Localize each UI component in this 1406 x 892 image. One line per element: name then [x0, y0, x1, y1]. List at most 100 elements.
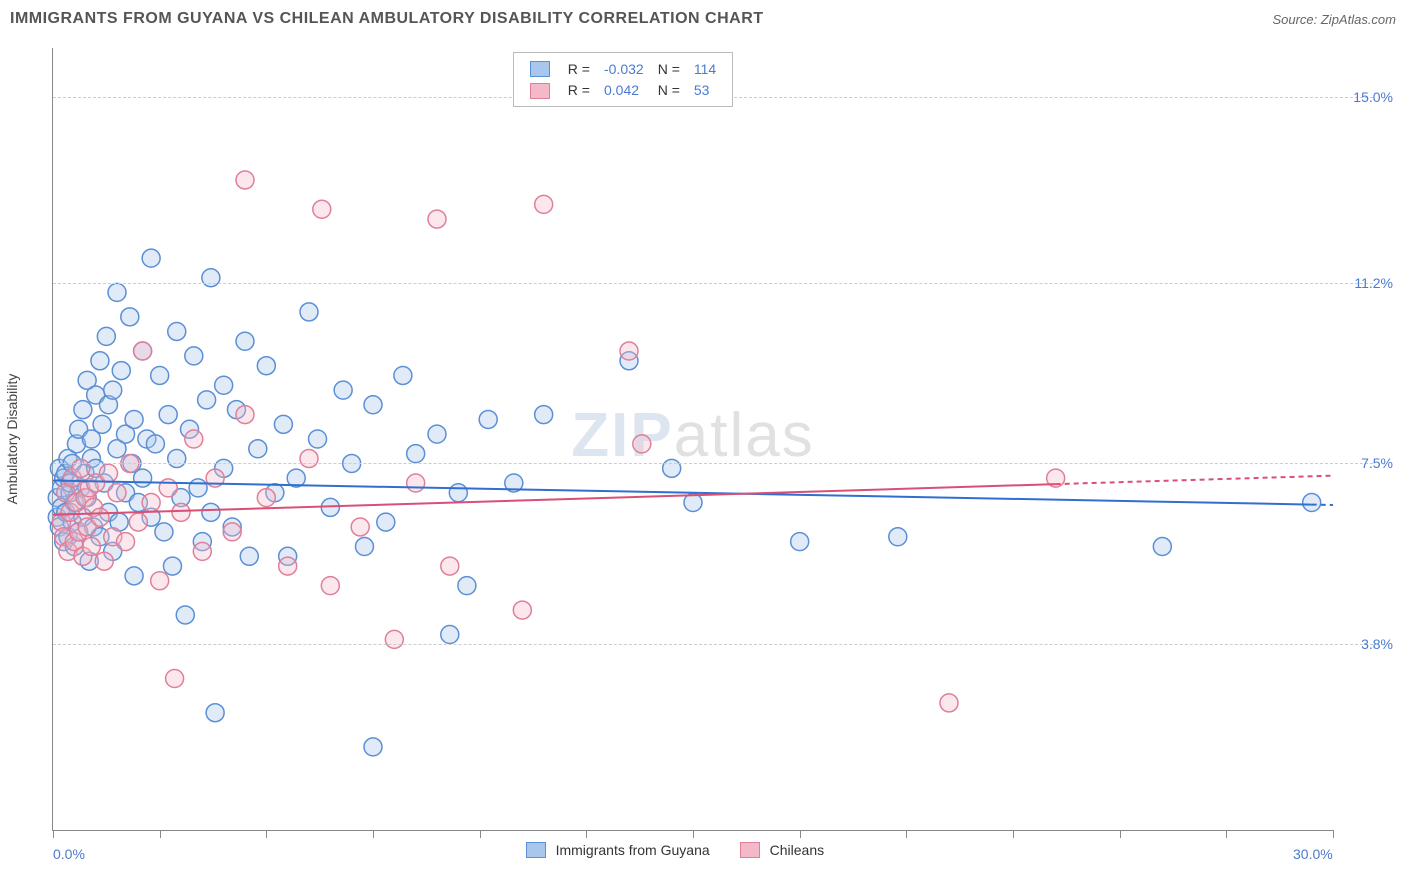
scatter-point: [236, 332, 254, 350]
scatter-point: [236, 406, 254, 424]
x-tick: [53, 830, 54, 838]
scatter-point: [95, 552, 113, 570]
scatter-point: [91, 508, 109, 526]
legend-n-value: 114: [688, 59, 722, 78]
scatter-point: [176, 606, 194, 624]
scatter-point: [163, 557, 181, 575]
scatter-point: [223, 523, 241, 541]
scatter-point: [355, 538, 373, 556]
legend-r-value: 0.042: [598, 80, 650, 99]
scatter-point: [407, 445, 425, 463]
scatter-point: [104, 381, 122, 399]
scatter-point: [334, 381, 352, 399]
scatter-point: [458, 577, 476, 595]
scatter-point: [134, 342, 152, 360]
scatter-point: [121, 308, 139, 326]
scatter-point: [93, 415, 111, 433]
scatter-point: [146, 435, 164, 453]
chart-title: IMMIGRANTS FROM GUYANA VS CHILEAN AMBULA…: [10, 10, 764, 28]
scatter-point: [633, 435, 651, 453]
scatter-point: [168, 450, 186, 468]
x-tick: [373, 830, 374, 838]
x-tick: [906, 830, 907, 838]
trend-line: [53, 481, 1312, 505]
scatter-point: [108, 283, 126, 301]
legend-series-name: Chileans: [770, 842, 824, 858]
legend-item: Chileans: [740, 842, 824, 858]
legend-n-value: 53: [688, 80, 722, 99]
legend-row: R =-0.032N =114: [524, 59, 722, 78]
scatter-point: [535, 406, 553, 424]
x-tick: [1333, 830, 1334, 838]
legend-series-name: Immigrants from Guyana: [556, 842, 710, 858]
title-bar: IMMIGRANTS FROM GUYANA VS CHILEAN AMBULA…: [10, 10, 1396, 28]
scatter-point: [74, 401, 92, 419]
x-tick: [1226, 830, 1227, 838]
scatter-point: [134, 469, 152, 487]
scatter-point: [117, 533, 135, 551]
scatter-point: [193, 542, 211, 560]
scatter-point: [351, 518, 369, 536]
scatter-point: [236, 171, 254, 189]
scatter-point: [428, 425, 446, 443]
grid-line: [53, 644, 1373, 645]
scatter-point: [385, 630, 403, 648]
scatter-point: [142, 249, 160, 267]
source-credit: Source: ZipAtlas.com: [1272, 12, 1396, 27]
scatter-point: [108, 484, 126, 502]
scatter-point: [257, 489, 275, 507]
scatter-point: [249, 440, 267, 458]
scatter-point: [441, 626, 459, 644]
legend-bottom: Immigrants from Guyana Chileans: [526, 842, 825, 858]
scatter-point: [240, 547, 258, 565]
scatter-point: [159, 479, 177, 497]
scatter-point: [125, 567, 143, 585]
scatter-point: [364, 738, 382, 756]
plot-area: ZIPatlas 3.8%7.5%11.2%15.0%0.0%30.0%: [52, 48, 1333, 831]
legend-n-label: N =: [652, 59, 686, 78]
scatter-point: [364, 396, 382, 414]
scatter-point: [185, 430, 203, 448]
scatter-point: [321, 577, 339, 595]
scatter-point: [1303, 494, 1321, 512]
y-tick-label: 15.0%: [1353, 89, 1393, 105]
legend-correlation-box: R =-0.032N =114R =0.042N =53: [513, 52, 733, 107]
scatter-point: [168, 322, 186, 340]
legend-r-label: R =: [562, 59, 596, 78]
grid-line: [53, 283, 1373, 284]
scatter-point: [513, 601, 531, 619]
scatter-point: [202, 269, 220, 287]
scatter-point: [257, 357, 275, 375]
scatter-point: [279, 557, 297, 575]
scatter-point: [172, 503, 190, 521]
scatter-point: [300, 450, 318, 468]
scatter-point: [129, 513, 147, 531]
scatter-point: [309, 430, 327, 448]
legend-row: R =0.042N =53: [524, 80, 722, 99]
x-tick: [1013, 830, 1014, 838]
scatter-point: [940, 694, 958, 712]
x-tick: [586, 830, 587, 838]
source-name: ZipAtlas.com: [1321, 12, 1396, 27]
scatter-point: [449, 484, 467, 502]
scatter-point: [791, 533, 809, 551]
y-tick-label: 3.8%: [1361, 636, 1393, 652]
x-tick-label: 30.0%: [1293, 846, 1333, 862]
scatter-point: [428, 210, 446, 228]
trend-line-extrapolated: [1056, 476, 1333, 484]
x-tick: [693, 830, 694, 838]
scatter-point: [407, 474, 425, 492]
legend-swatch: [530, 61, 550, 77]
scatter-point: [99, 464, 117, 482]
x-tick: [1120, 830, 1121, 838]
y-tick-label: 11.2%: [1354, 275, 1393, 291]
x-tick: [480, 830, 481, 838]
scatter-point: [151, 366, 169, 384]
scatter-point: [91, 352, 109, 370]
scatter-point: [889, 528, 907, 546]
scatter-svg: [53, 48, 1333, 830]
y-axis-label: Ambulatory Disability: [4, 374, 20, 505]
scatter-point: [479, 410, 497, 428]
legend-n-label: N =: [652, 80, 686, 99]
legend-swatch: [526, 842, 546, 858]
